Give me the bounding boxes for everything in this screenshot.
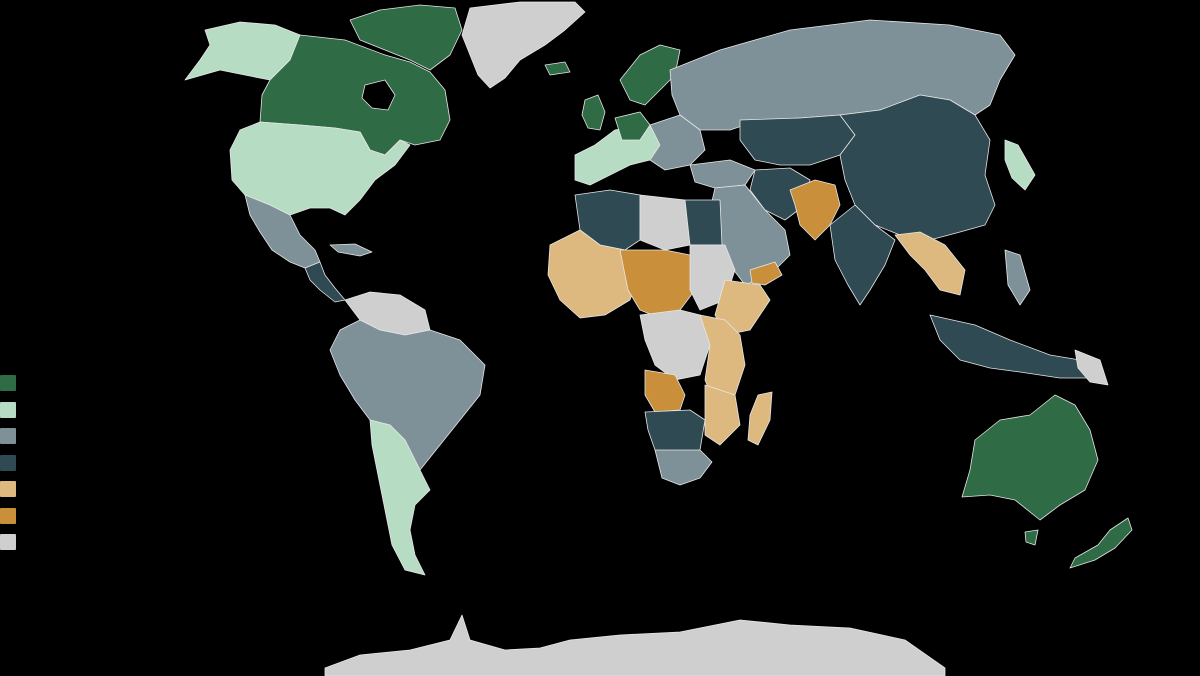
region-horn-africa [714,279,771,336]
region-brazil [329,319,486,471]
region-egypt [684,199,723,246]
region-china [839,94,996,241]
region-angola [644,369,686,413]
legend-swatch-cat1 [0,375,16,391]
region-yemen [749,261,783,286]
region-central-africa [639,309,711,381]
region-mozambique [704,384,741,446]
region-iran [749,167,811,221]
region-alaska [184,21,301,81]
region-southeast-asia [894,231,966,296]
region-japan [1004,139,1036,191]
region-turkey [689,159,756,189]
legend-swatch-cat2 [0,401,16,418]
map-legend [0,375,16,561]
region-indonesia [929,314,1091,379]
region-madagascar [747,391,773,446]
region-central-america [304,261,346,303]
region-caribbean [329,243,373,257]
region-tasmania [1024,529,1039,546]
region-philippines [1004,249,1031,306]
region-sahel-west [547,229,641,319]
region-india [829,204,896,306]
region-usa [229,121,411,216]
region-libya [639,194,691,251]
region-sahel-central [619,249,696,319]
region-iceland [544,61,571,76]
legend-swatch-cat7 [0,534,16,550]
region-australia [961,394,1099,521]
region-uk [581,94,606,131]
region-arctic-islands [349,4,463,71]
region-hudson-bay [361,79,396,111]
region-new-zealand [1069,517,1133,569]
region-southern-cone [369,419,431,576]
legend-swatch-cat5 [0,481,16,497]
region-png [1074,349,1109,386]
region-central-europe [614,111,651,141]
legend-swatch-cat3 [0,428,16,444]
region-south-africa [654,449,713,486]
legend-swatch-cat6 [0,507,16,524]
region-antarctica [324,614,946,676]
legend-swatch-cat4 [0,454,16,471]
region-southern-africa-north [644,409,706,456]
region-greenland [461,1,586,89]
region-central-asia [739,114,856,166]
